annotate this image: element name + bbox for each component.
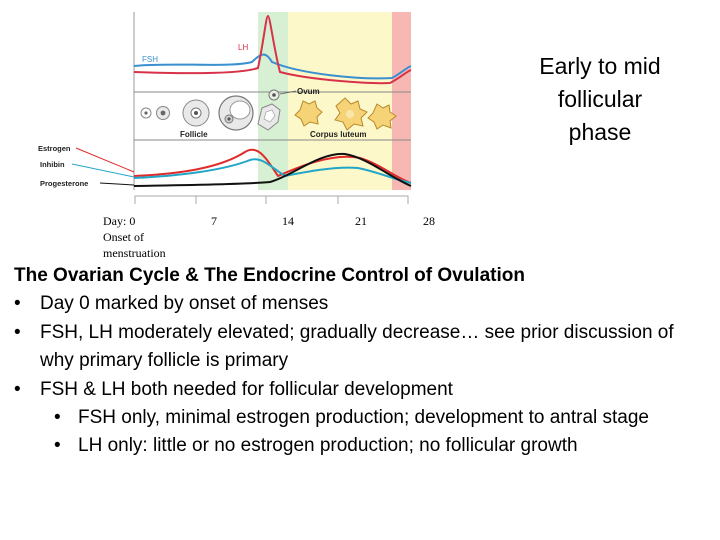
follicle-label: Follicle — [180, 130, 208, 139]
primary-follicle — [156, 106, 170, 120]
corpus-luteum-regressing — [367, 103, 397, 130]
bullet-menses-onset: Day 0 marked by onset of menses — [14, 290, 704, 319]
slide-body: The Ovarian Cycle & The Endocrine Contro… — [14, 262, 704, 461]
day-21-label: 21 — [355, 214, 367, 228]
day-0-note-line-2: menstruation — [103, 246, 166, 260]
phase-title-line-1: Early to mid — [539, 53, 661, 79]
phase-title: Early to mid follicular phase — [520, 50, 680, 149]
day-7-label: 7 — [211, 214, 217, 228]
corpus-luteum-label: Corpus luteum — [310, 130, 366, 139]
estrogen-curve — [133, 148, 412, 184]
phase-title-line-2: follicular — [557, 86, 643, 112]
menses-band — [392, 12, 411, 190]
corpus-luteum-mature — [334, 97, 368, 131]
ovum — [268, 89, 280, 101]
luteal-band — [288, 12, 392, 190]
fsh-label: FSH — [142, 55, 158, 64]
slide-heading: The Ovarian Cycle & The Endocrine Contro… — [14, 265, 525, 286]
inhibin-label: Inhibin — [40, 160, 65, 169]
corpus-luteum-early — [294, 100, 323, 127]
ruptured-follicle — [257, 103, 281, 131]
sub-bullet-lh-only: LH only: little or no estrogen productio… — [14, 432, 704, 461]
phase-title-line-3: phase — [568, 119, 632, 145]
estrogen-label: Estrogen — [38, 144, 71, 153]
lh-label: LH — [238, 43, 248, 52]
inhibin-pointer — [71, 163, 135, 178]
bullet-fsh-lh-needed: FSH & LH both needed for follicular deve… — [14, 376, 704, 405]
primordial-follicle — [140, 107, 152, 119]
sub-bullet-fsh-only: FSH only, minimal estrogen production; d… — [14, 404, 704, 433]
progesterone-label: Progesterone — [40, 179, 88, 188]
estrogen-pointer — [75, 147, 135, 173]
progesterone-curve — [133, 152, 412, 187]
day-0-note-line-1: Onset of — [103, 230, 144, 244]
day-0-value: Day: 0 — [103, 214, 136, 228]
day-28-label: 28 — [423, 214, 435, 228]
bullet-fsh-lh-elevated: FSH, LH moderately elevated; gradually d… — [14, 319, 704, 376]
day-14-label: 14 — [282, 214, 294, 228]
lh-curve — [133, 14, 412, 85]
secondary-follicle — [182, 99, 210, 127]
progesterone-pointer — [99, 182, 135, 186]
day-tick-marks — [134, 195, 409, 204]
ovum-label: Ovum — [297, 87, 320, 96]
day-0-label: Day: 0 Onset of menstruation — [103, 213, 193, 261]
ovum-pointer-line — [279, 90, 297, 95]
antral-follicle — [218, 95, 254, 131]
fsh-curve — [133, 53, 412, 80]
